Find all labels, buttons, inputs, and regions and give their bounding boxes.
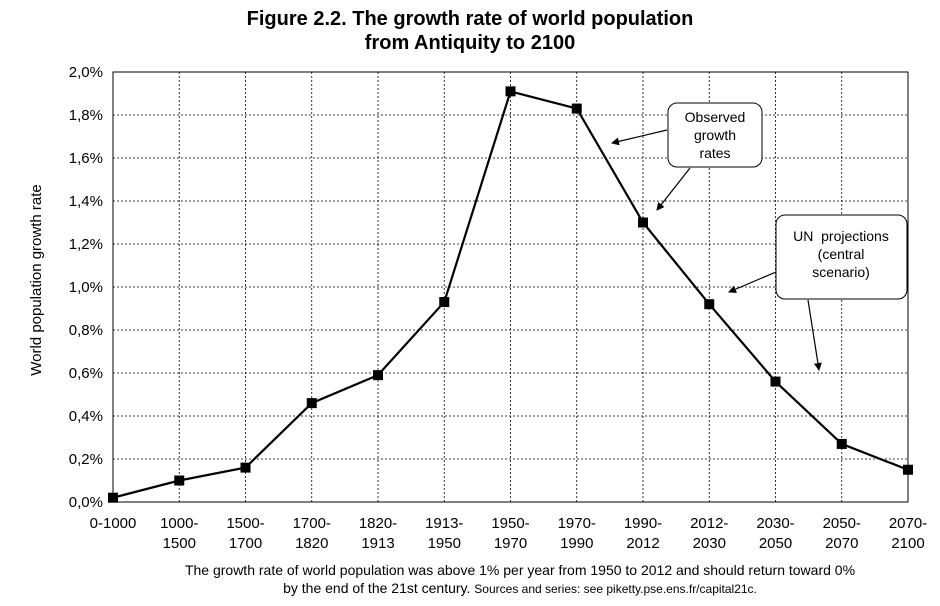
caption-line2: by the end of the 21st century. Sources …	[0, 579, 940, 598]
x-tick-label: 1700-1820	[293, 515, 331, 552]
annotation-observed-arrow1	[611, 129, 668, 146]
annotation-observed-arrow2	[656, 167, 691, 211]
annotation-observed-line3: rates	[699, 145, 730, 161]
y-tick-label: 1,2%	[69, 236, 103, 253]
annotation-un-arrow2	[807, 299, 822, 371]
data-point	[704, 299, 715, 310]
annotation-un-box	[775, 214, 908, 300]
y-tick-label: 2,0%	[69, 64, 103, 81]
chart-title-line2: from Antiquity to 2100	[364, 32, 576, 54]
x-tick-label: 2030-2050	[756, 515, 794, 552]
y-tick-label: 1,8%	[69, 107, 103, 124]
data-point	[240, 462, 251, 473]
data-point	[505, 86, 516, 97]
data-point	[903, 464, 913, 475]
annotation-observed-line1: Observed	[685, 109, 746, 125]
annotation-un-line2: (central	[818, 246, 865, 262]
x-tick-label: 1990-2012	[624, 515, 662, 552]
x-tick-label: 1500-1700	[226, 515, 264, 552]
annotation-observed: Observed growth rates	[611, 102, 763, 211]
data-point	[571, 103, 582, 114]
data-point	[836, 438, 847, 449]
x-tick-labels: 0-1000 1000-1500 1500-1700 1700-1820 1820-19…	[90, 515, 928, 552]
x-tick-label: 1820-1913	[359, 515, 397, 552]
chart-title-line1: Figure 2.2. The growth rate of world pop…	[246, 8, 694, 30]
x-tick-label: 1000-1500	[160, 515, 198, 552]
data-point	[638, 217, 648, 228]
y-tick-label: 1,0%	[69, 279, 103, 296]
y-tick-label: 0,6%	[69, 365, 103, 382]
x-tick-label: 0-1000	[90, 515, 137, 532]
x-tick-label: 1913-1950	[425, 515, 463, 552]
y-tick-label: 1,4%	[69, 193, 103, 210]
y-axis-label: World population growth rate	[28, 184, 45, 376]
y-tick-label: 0,0%	[69, 494, 103, 511]
y-tick-labels: 0,0% 0,2% 0,4% 0,6% 0,8% 1,0% 1,2% 1,4% 1,6% 1,8%…	[69, 64, 103, 511]
gridlines	[113, 72, 908, 502]
y-tick-label: 1,6%	[69, 150, 103, 167]
data-point	[770, 376, 781, 387]
data-markers	[108, 86, 913, 503]
caption-line1: The growth rate of world population was …	[184, 562, 856, 578]
y-tick-label: 0,2%	[69, 451, 103, 468]
annotation-un-arrow1	[728, 271, 777, 293]
annotation-un-line1: UN projections	[793, 228, 889, 244]
data-point	[373, 370, 383, 381]
x-tick-label: 2050-2070	[823, 515, 861, 552]
caption-line2-main: by the end of the 21st century.	[283, 580, 471, 596]
x-tick-label: 1970-1990	[558, 515, 596, 552]
y-tick-label: 0,4%	[69, 408, 103, 425]
x-tick-label: 2070-2100	[889, 515, 927, 552]
caption-source: Sources and series: see piketty.pse.ens.…	[474, 582, 757, 596]
data-point	[306, 398, 317, 409]
data-point	[439, 297, 450, 308]
plot-frame	[112, 71, 909, 503]
x-tick-label: 1950-1970	[491, 515, 529, 552]
data-point	[108, 492, 118, 503]
annotation-un: UN projections (central scenario)	[728, 214, 908, 371]
annotation-observed-box	[667, 102, 763, 168]
annotation-un-line3: scenario)	[812, 264, 870, 280]
annotation-observed-line2: growth	[694, 127, 736, 143]
x-tick-label: 2012-2030	[690, 515, 728, 552]
y-tick-label: 0,8%	[69, 322, 103, 339]
data-point	[174, 475, 185, 486]
